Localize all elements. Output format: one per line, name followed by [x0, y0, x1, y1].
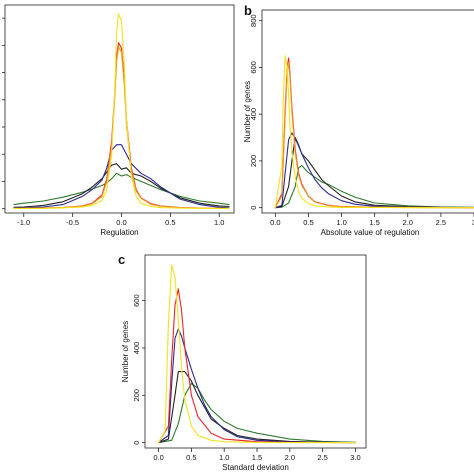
x-tick-label: 1.0 — [219, 453, 229, 462]
series-group — [274, 55, 474, 209]
y-tick-label: 600 — [0, 39, 1, 52]
x-tick-label: 1.0 — [336, 218, 346, 227]
x-tick-label: 0.0 — [153, 453, 163, 462]
x-tick-label: 2.5 — [436, 218, 446, 227]
x-axis-label: Absolute value of regulation — [321, 228, 420, 237]
y-tick-label: 800 — [249, 14, 258, 27]
x-tick-label: 0.0 — [270, 218, 280, 227]
series-line-4 — [274, 62, 474, 209]
x-tick-label: 0.5 — [186, 453, 196, 462]
series-line-5 — [274, 55, 474, 209]
y-tick-label: 100 — [0, 175, 1, 188]
y-tick-label: 200 — [0, 148, 1, 161]
x-tick-label: -1.0 — [17, 218, 30, 227]
series-line-3 — [13, 42, 230, 209]
panel-regulation-histogram: -1.0 -0.5 0.0 0.5 1.0 0 100 200 300 400 500 600 700 R… — [0, 4, 235, 237]
y-tick-label: 400 — [0, 94, 1, 107]
x-tick-label: 2.5 — [317, 453, 327, 462]
x-tick-label: 2.0 — [285, 453, 295, 462]
x-tick-label: 0.5 — [165, 218, 175, 227]
x-tick-label: 1.5 — [369, 218, 379, 227]
y-axis-label: Number of genes — [121, 321, 130, 382]
y-tick-label: 0 — [0, 207, 1, 211]
series-line-1 — [274, 136, 474, 209]
series-line-2 — [158, 328, 356, 444]
panel-standard-deviation-histogram: c 0.0 0.5 1.0 1.5 2.0 2.5 3.0 0 200 400 600 Standard… — [118, 252, 367, 472]
panel-letter: b — [244, 3, 252, 18]
y-tick-label: 500 — [0, 66, 1, 79]
series-line-3 — [158, 288, 356, 444]
series-group — [158, 264, 356, 444]
y-tick-label: 0 — [249, 206, 258, 210]
series-line-0 — [274, 165, 474, 209]
y-tick-label: 300 — [0, 121, 1, 134]
y-axis-label: Number of genes — [243, 81, 252, 142]
x-axis-label: Standard deviation — [222, 463, 289, 472]
x-tick-label: 3.0 — [350, 453, 360, 462]
y-tick-label: 400 — [132, 342, 141, 355]
x-tick-label: 1.0 — [214, 218, 224, 227]
y-tick-label: 200 — [132, 389, 141, 402]
x-tick-label: -0.5 — [66, 218, 79, 227]
plot-frame — [144, 254, 367, 449]
panel-absolute-regulation-histogram: b 0.0 0.5 1.0 1.5 2.0 2.5 3 0 200 400 600 800 Absolut… — [243, 3, 474, 237]
series-line-4 — [13, 46, 230, 209]
plot-frame — [261, 9, 474, 214]
y-tick-label: 0 — [132, 441, 141, 445]
y-tick-label: 700 — [0, 12, 1, 25]
x-tick-label: 2.0 — [403, 218, 413, 227]
panel-letter: c — [118, 252, 125, 267]
y-tick-label: 200 — [249, 155, 258, 168]
series-line-0 — [13, 172, 230, 206]
series-line-1 — [13, 163, 230, 208]
y-tick-label: 400 — [249, 108, 258, 121]
series-line-0 — [158, 382, 356, 444]
x-tick-label: 3 — [472, 218, 474, 227]
series-line-3 — [274, 57, 474, 209]
series-line-4 — [158, 264, 356, 444]
y-tick-label: 600 — [132, 294, 141, 307]
y-tick-label: 600 — [249, 61, 258, 74]
series-line-2 — [274, 132, 474, 209]
x-axis-label: Regulation — [100, 228, 138, 237]
series-line-1 — [158, 371, 356, 444]
plot-frame — [4, 4, 235, 214]
x-tick-label: 0.0 — [116, 218, 126, 227]
series-line-5 — [13, 13, 230, 209]
x-tick-label: 1.5 — [252, 453, 262, 462]
series-group — [13, 13, 230, 209]
x-tick-label: 0.5 — [303, 218, 313, 227]
series-line-2 — [13, 144, 230, 209]
